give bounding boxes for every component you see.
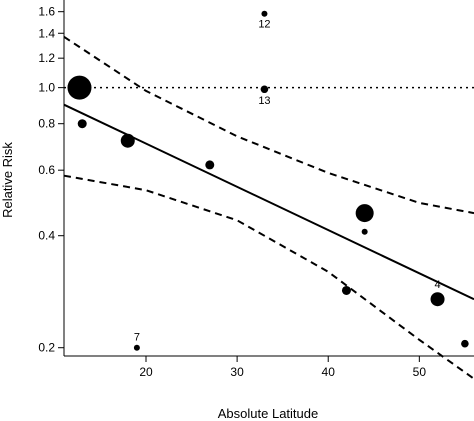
y-tick-label: 1.0 xyxy=(38,81,55,95)
y-axis-title: Relative Risk xyxy=(0,142,15,218)
confidence-band xyxy=(63,35,474,380)
x-axis-title: Absolute Latitude xyxy=(218,406,318,421)
data-point xyxy=(361,228,368,235)
x-tick-label: 30 xyxy=(230,365,244,379)
data-point xyxy=(77,119,87,129)
data-point xyxy=(120,133,135,148)
y-tick-label: 1.2 xyxy=(38,51,55,65)
fit-line xyxy=(63,103,474,301)
data-point xyxy=(341,285,351,295)
axes: 20 30 40 50 0.2 0.4 0.6 0.8 1.0 1.2 1.4 1.6 xyxy=(38,0,474,379)
point-label: 12 xyxy=(258,19,270,31)
y-tick-label: 0.2 xyxy=(38,341,55,355)
data-point xyxy=(260,85,269,94)
point-label: 7 xyxy=(134,332,140,344)
data-point xyxy=(205,160,215,170)
y-tick-label: 1.4 xyxy=(38,26,55,40)
data-point xyxy=(133,344,140,351)
point-label: 4 xyxy=(434,279,440,291)
point-label: 13 xyxy=(258,95,270,107)
y-tick-label: 1.6 xyxy=(38,5,55,19)
y-tick-label: 0.4 xyxy=(38,229,55,243)
regression-line xyxy=(63,103,474,301)
x-tick-label: 50 xyxy=(413,365,427,379)
y-tick-label: 0.6 xyxy=(38,163,55,177)
x-tick-label: 20 xyxy=(139,365,153,379)
data-point xyxy=(461,339,469,348)
data-point xyxy=(67,75,92,100)
point-labels: 7 12 13 4 xyxy=(134,19,441,344)
data-point xyxy=(355,204,374,223)
x-tick-label: 40 xyxy=(322,365,336,379)
data-point xyxy=(430,292,445,307)
data-point xyxy=(261,10,268,17)
confidence-band-lower xyxy=(63,174,474,380)
y-tick-label: 0.8 xyxy=(38,117,55,131)
data-points xyxy=(67,10,469,351)
